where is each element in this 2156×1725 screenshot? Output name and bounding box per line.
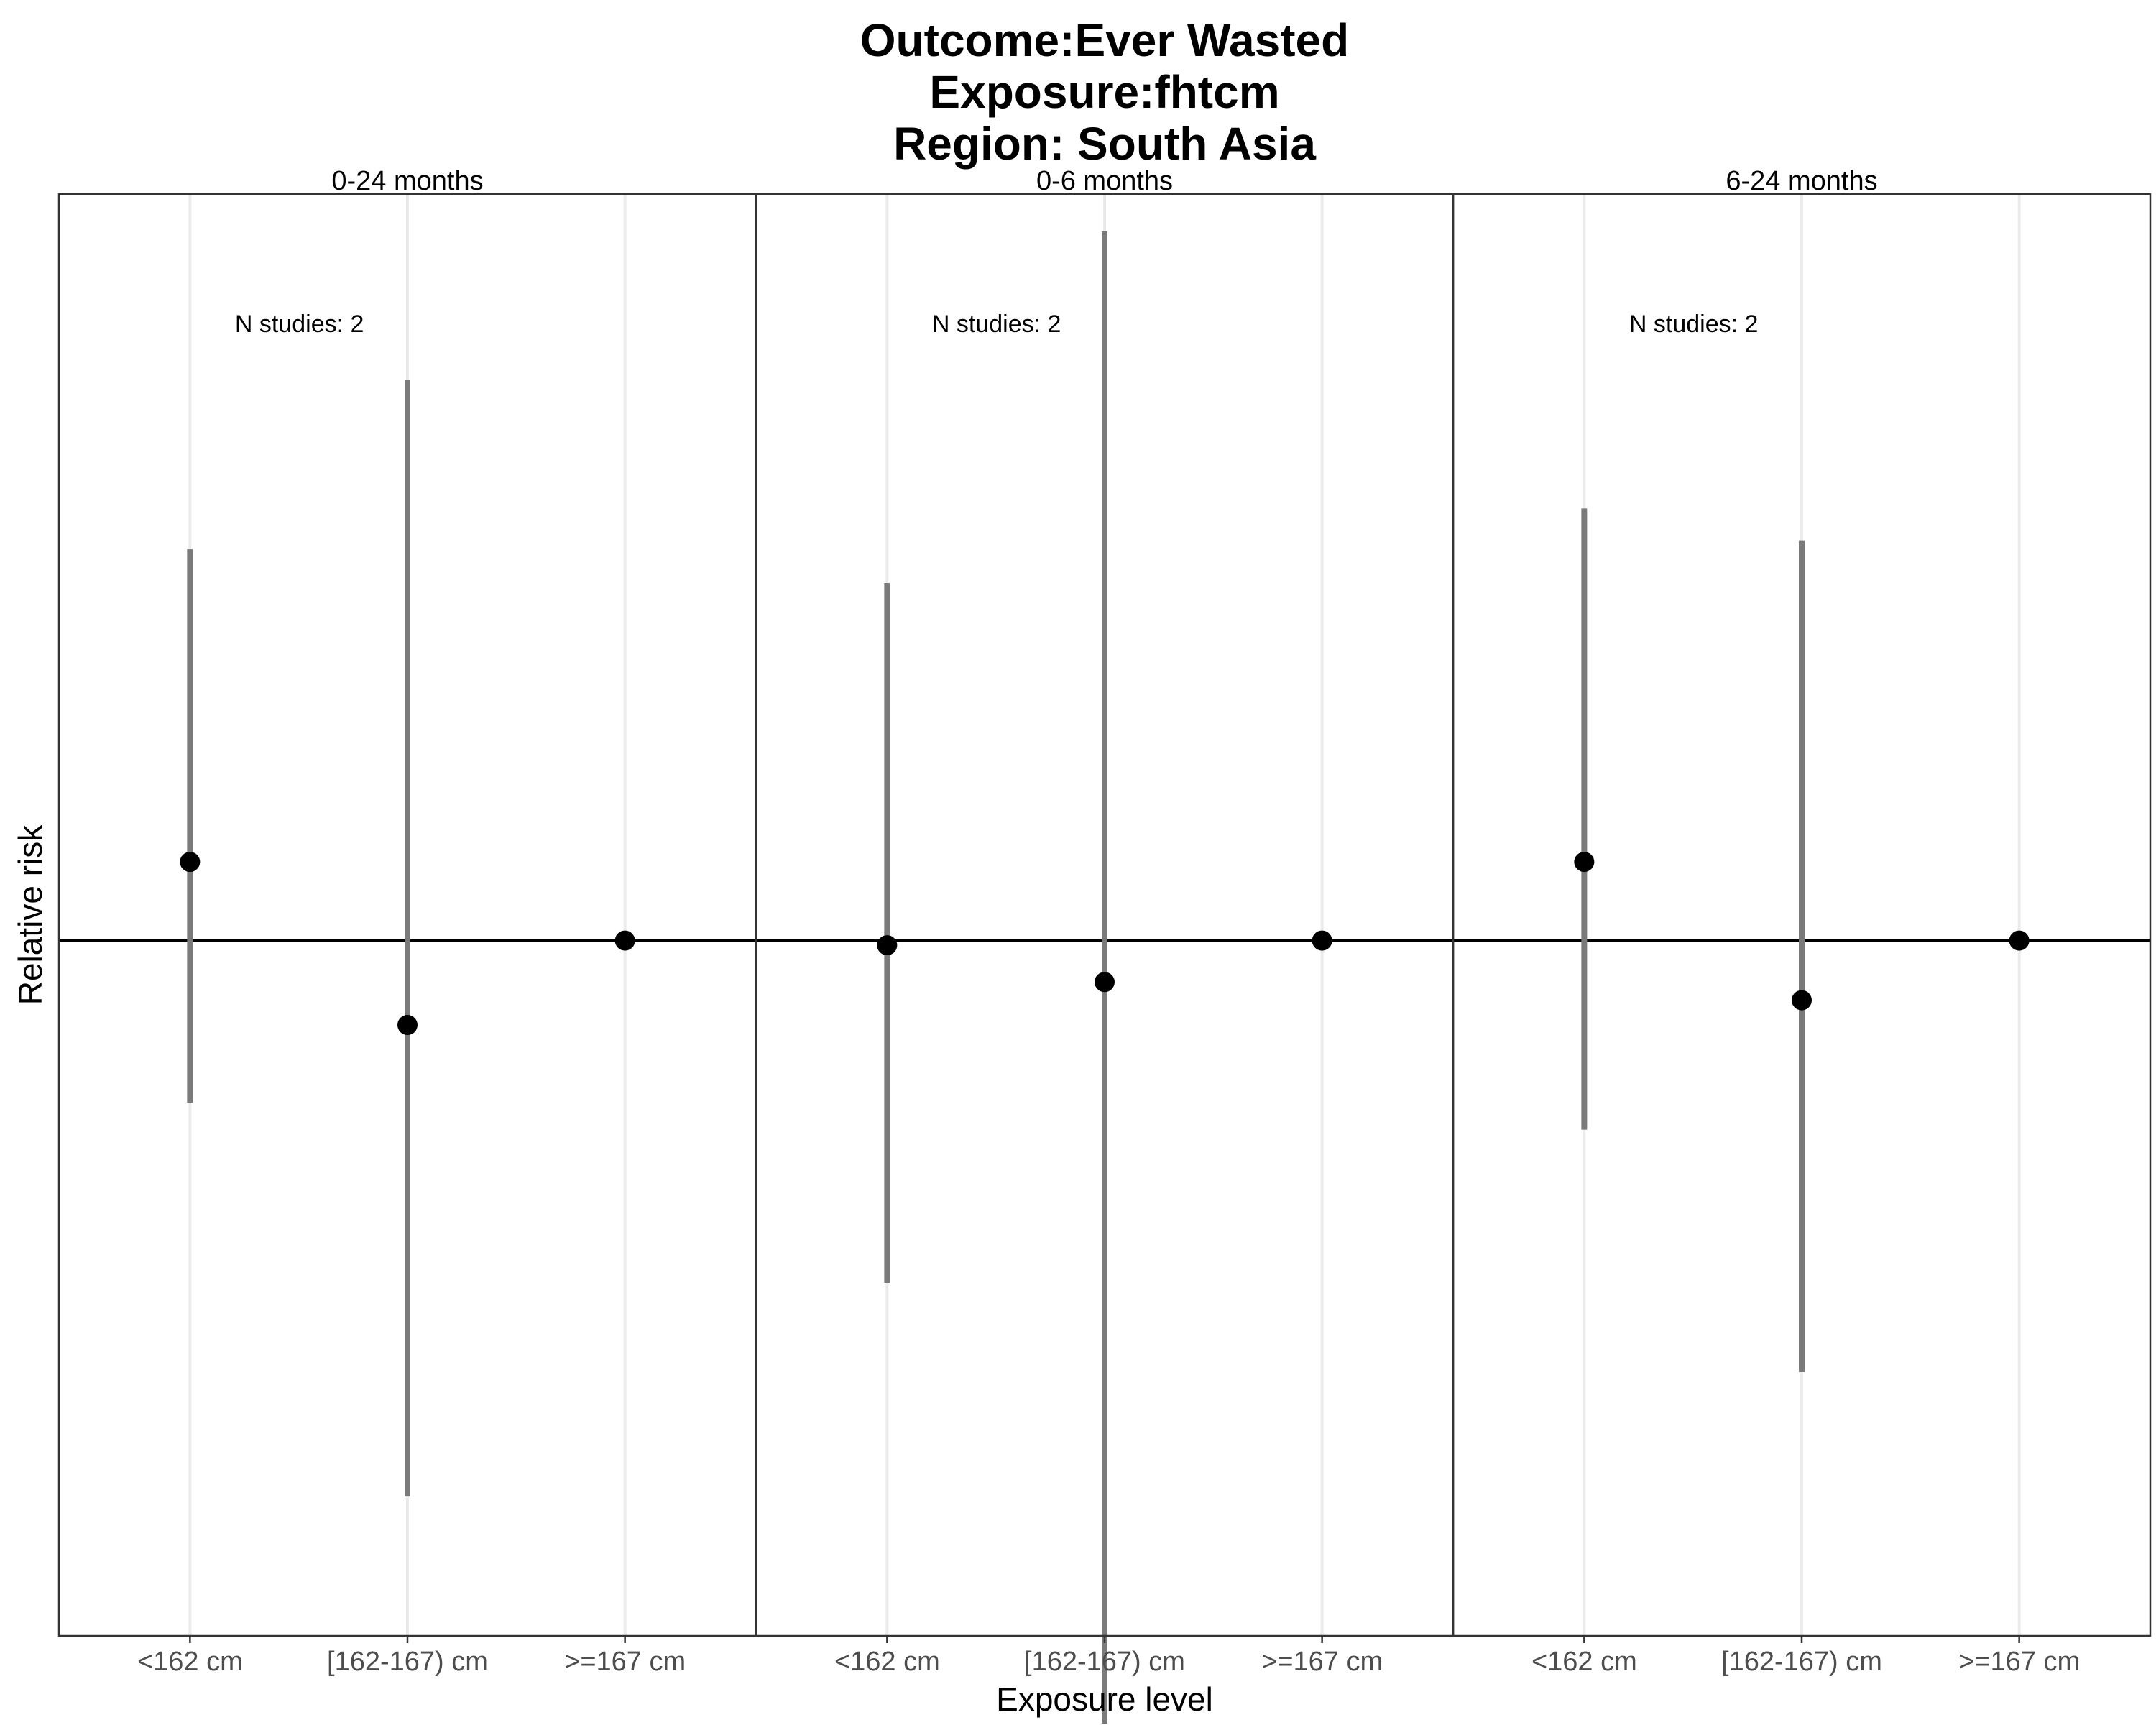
point-estimate <box>877 935 898 956</box>
point-estimate <box>614 930 635 951</box>
x-tick-label: [162-167) cm <box>1721 1647 1882 1677</box>
x-tick-label: [162-167) cm <box>1024 1647 1185 1677</box>
chart-title: Outcome:Ever Wasted Exposure:fhtcm Region:… <box>860 14 1349 170</box>
x-tick-label: <162 cm <box>1531 1647 1637 1677</box>
point-estimate <box>1792 990 1812 1011</box>
n-studies-note: N studies: 2 <box>1629 310 1759 338</box>
n-studies-note: N studies: 2 <box>235 310 364 338</box>
n-studies-note: N studies: 2 <box>932 310 1061 338</box>
facet-strip-label: 0-6 months <box>1036 166 1173 196</box>
point-estimate <box>397 1015 418 1036</box>
facet-strip-label: 6-24 months <box>1726 166 1877 196</box>
chart-title-line: Outcome:Ever Wasted <box>860 14 1349 66</box>
point-estimate <box>180 852 201 873</box>
facet-strip-label: 0-24 months <box>331 166 483 196</box>
x-tick-label: >=167 cm <box>1958 1647 2080 1677</box>
x-tick-label: <162 cm <box>834 1647 940 1677</box>
chart-title-line: Exposure:fhtcm <box>929 66 1279 118</box>
facet-panels: N studies: 2 0-24 months <162 cm [162-167) … <box>57 166 2152 1724</box>
x-tick-label: >=167 cm <box>1261 1647 1383 1677</box>
facet-panel: N studies: 2 6-24 months <162 cm [162-167) … <box>1452 166 2152 1677</box>
facet-panel: N studies: 2 0-6 months <162 cm [162-167) c… <box>755 166 1455 1724</box>
facet-panel: N studies: 2 0-24 months <162 cm [162-167) … <box>57 166 757 1677</box>
point-estimate <box>1312 930 1332 951</box>
point-estimate <box>1574 852 1595 873</box>
y-axis-label: Relative risk <box>11 824 49 1006</box>
point-estimate <box>2009 930 2030 951</box>
point-estimate <box>1095 972 1115 993</box>
x-tick-label: <162 cm <box>137 1647 243 1677</box>
x-tick-label: [162-167) cm <box>327 1647 488 1677</box>
x-axis-label: Exposure level <box>996 1680 1213 1718</box>
x-tick-label: >=167 cm <box>564 1647 686 1677</box>
chart-title-line: Region: South Asia <box>893 118 1316 170</box>
